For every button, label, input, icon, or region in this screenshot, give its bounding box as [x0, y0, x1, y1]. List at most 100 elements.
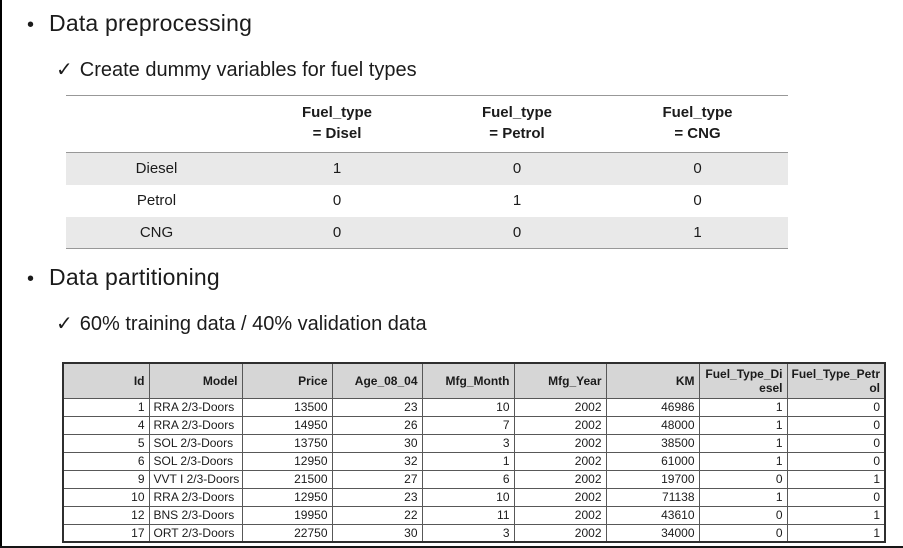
partitioned-data-table: Id Model Price Age_08_04 Mfg_Month Mfg_Year KM…: [62, 362, 886, 543]
data-table-cell: 1: [786, 523, 886, 543]
data-table-cell: 23: [331, 487, 423, 507]
data-table-cell: 71138: [605, 487, 700, 507]
data-table-row: 4 RRA 2/3-Doors 14950 26 7 2002 48000 1 0: [62, 415, 886, 435]
subpoint-text-partition-split: 60% training data / 40% validation data: [79, 313, 427, 335]
data-table-cell: 0: [698, 523, 788, 543]
data-table-row: 5 SOL 2/3-Doors 13750 30 3 2002 38500 1 0: [62, 433, 886, 453]
data-table-cell: 14950: [241, 415, 333, 435]
bullet-icon: •: [27, 14, 35, 36]
dummy-cell-value: 0: [693, 160, 702, 178]
dummy-cell-value: 0: [247, 216, 427, 249]
data-table-row: 17 ORT 2/3-Doors 22750 30 3 2002 34000 0 1: [62, 523, 886, 543]
dummy-table-header-row: Fuel_type = Disel Fuel_type = Petrol Fuel_…: [66, 95, 788, 153]
data-table-cell: 0: [786, 487, 886, 507]
data-table-cell: 1: [421, 451, 515, 471]
section-title-preprocessing: Data preprocessing: [49, 10, 253, 36]
data-table-cell: 0: [698, 505, 788, 525]
data-table-cell: 34000: [605, 523, 700, 543]
data-table-body: 1 RRA 2/3-Doors 13500 23 10 2002 46986 1 0 4 RRA 2…: [62, 397, 886, 543]
data-table-cell: 1: [786, 505, 886, 525]
data-table-cell: 1: [698, 487, 788, 507]
dummy-table-corner-cell: [66, 95, 247, 153]
data-table-cell: 30: [331, 433, 423, 453]
section-title-partitioning: Data partitioning: [49, 264, 220, 290]
data-table-cell: 13750: [241, 433, 333, 453]
dummy-cell-value: 1: [607, 216, 788, 249]
data-table-cell: RRA 2/3-Doors: [148, 487, 243, 507]
data-table-cell: SOL 2/3-Doors: [148, 433, 243, 453]
data-table-row: 10 RRA 2/3-Doors 12950 23 10 2002 71138 1 0: [62, 487, 886, 507]
data-table-cell: 4: [62, 415, 150, 435]
subpoint-dummy-variables: ✓ Create dummy variables for fuel types: [56, 57, 417, 82]
slide-left-edge: [0, 0, 2, 548]
data-table-cell: 46986: [605, 397, 700, 417]
checkmark-icon: ✓: [56, 313, 73, 335]
data-table-header-row: Id Model Price Age_08_04 Mfg_Month Mfg_Year KM…: [62, 362, 886, 399]
data-table-cell: 1: [786, 469, 886, 489]
data-table-cell: 2002: [513, 469, 607, 489]
data-table-cell: 0: [786, 415, 886, 435]
dummy-table-row: CNG 0 0 1: [66, 216, 788, 249]
dummy-variables-table: Fuel_type = Disel Fuel_type = Petrol Fuel_…: [66, 95, 788, 249]
dummy-table-header-cell: Fuel_type = Disel: [247, 95, 427, 153]
dummy-cell-value: 1: [332, 160, 342, 178]
data-table-cell: SOL 2/3-Doors: [148, 451, 243, 471]
data-table-cell: 19950: [241, 505, 333, 525]
dummy-cell-value: 0: [512, 160, 522, 178]
data-table-cell: 2002: [513, 523, 607, 543]
data-table-cell: 22: [331, 505, 423, 525]
dummy-row-label: Petrol: [136, 192, 177, 209]
data-table-header-cell: Id: [62, 362, 150, 399]
data-table-cell: 61000: [605, 451, 700, 471]
data-table-header-cell: Price: [241, 362, 333, 399]
data-table-cell: 19700: [605, 469, 700, 489]
data-table-cell: 27: [331, 469, 423, 489]
section-data-preprocessing: • Data preprocessing: [27, 10, 252, 37]
data-table-cell: 5: [62, 433, 150, 453]
data-table-cell: RRA 2/3-Doors: [148, 397, 243, 417]
data-table-header-cell: Fuel_Type_Petrol: [786, 362, 886, 399]
data-table-cell: 17: [62, 523, 150, 543]
dummy-table-row: Diesel 1 0 0: [66, 152, 788, 185]
data-table-cell: 6: [421, 469, 515, 489]
data-table-cell: 12950: [241, 487, 333, 507]
data-table-cell: 1: [62, 397, 150, 417]
data-table-cell: 0: [786, 451, 886, 471]
data-table-cell: 2002: [513, 451, 607, 471]
data-table-cell: 0: [698, 469, 788, 489]
data-table-cell: 2002: [513, 505, 607, 525]
data-table-cell: 10: [62, 487, 150, 507]
data-table-cell: 0: [786, 397, 886, 417]
dummy-row-label: CNG: [66, 216, 247, 249]
data-table-cell: 1: [698, 451, 788, 471]
data-table-cell: 26: [331, 415, 423, 435]
data-table-cell: 10: [421, 397, 515, 417]
data-table-cell: 1: [698, 415, 788, 435]
data-table-cell: 2002: [513, 487, 607, 507]
bullet-icon: •: [27, 268, 35, 290]
data-table-cell: 48000: [605, 415, 700, 435]
data-table-header-cell: Mfg_Year: [513, 362, 607, 399]
data-table-cell: 12950: [241, 451, 333, 471]
data-table-cell: RRA 2/3-Doors: [148, 415, 243, 435]
data-table-cell: 22750: [241, 523, 333, 543]
data-table-cell: 0: [786, 433, 886, 453]
data-table-cell: 38500: [605, 433, 700, 453]
data-table-header-cell: Mfg_Month: [421, 362, 515, 399]
data-table-row: 12 BNS 2/3-Doors 19950 22 11 2002 43610 0 1: [62, 505, 886, 525]
data-table-cell: 3: [421, 433, 515, 453]
data-table-header-cell: Age_08_04: [331, 362, 423, 399]
data-table-cell: 32: [331, 451, 423, 471]
subpoint-partition-split: ✓ 60% training data / 40% validation dat…: [56, 311, 427, 336]
dummy-table-header-cell: Fuel_type = Petrol: [427, 95, 607, 153]
data-table-cell: 1: [698, 397, 788, 417]
data-table-cell: 21500: [241, 469, 333, 489]
data-table-row: 1 RRA 2/3-Doors 13500 23 10 2002 46986 1 0: [62, 397, 886, 417]
data-table-cell: 43610: [605, 505, 700, 525]
slide-bottom-edge: [0, 546, 903, 548]
dummy-cell-value: 0: [693, 192, 702, 209]
data-table-cell: 2002: [513, 433, 607, 453]
data-table-cell: 13500: [241, 397, 333, 417]
data-table-header-cell: Fuel_Type_Diesel: [698, 362, 788, 399]
